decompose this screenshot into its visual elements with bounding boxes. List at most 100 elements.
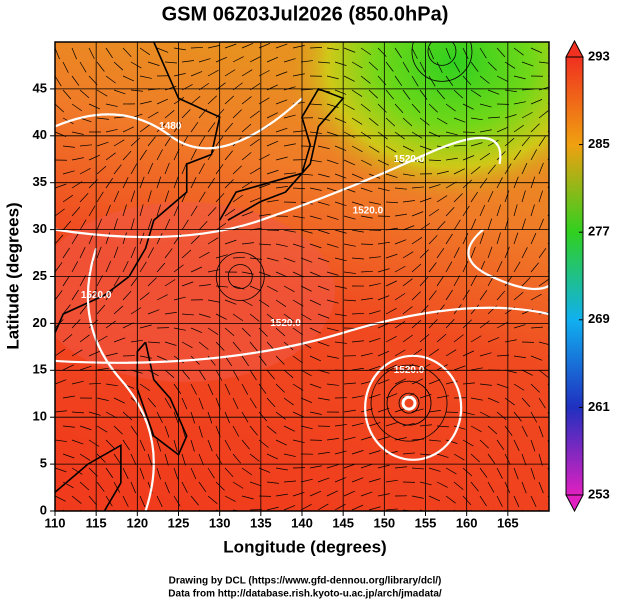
- streamline: [411, 319, 422, 329]
- streamline: [411, 291, 421, 301]
- streamline: [122, 47, 132, 57]
- streamline: [241, 211, 254, 217]
- streamline: [207, 69, 219, 77]
- streamline: [504, 339, 517, 343]
- streamline: [96, 481, 105, 492]
- streamline: [71, 47, 77, 60]
- streamline: [173, 47, 186, 51]
- streamline: [207, 299, 220, 303]
- streamline: [241, 69, 253, 77]
- streamline: [360, 491, 373, 497]
- streamline: [351, 229, 364, 233]
- streamline: [351, 61, 363, 69]
- streamline: [326, 271, 339, 276]
- streamline: [207, 45, 220, 49]
- streamline: [343, 299, 356, 302]
- streamline: [224, 495, 236, 502]
- typhoon-eye: [401, 395, 417, 411]
- streamline: [147, 61, 160, 66]
- streamline: [96, 425, 108, 433]
- streamline: [334, 229, 347, 234]
- streamline: [496, 126, 509, 133]
- y-tick-label: 35: [33, 174, 47, 189]
- streamline: [334, 503, 346, 511]
- x-tick-label: 125: [168, 515, 190, 530]
- streamline: [96, 191, 104, 203]
- streamline: [266, 506, 279, 511]
- streamline: [292, 187, 305, 190]
- streamline: [326, 47, 339, 51]
- streamline: [445, 495, 456, 504]
- streamline: [504, 425, 513, 436]
- streamline: [394, 466, 407, 469]
- streamline: [326, 243, 339, 248]
- streamline: [96, 61, 105, 72]
- streamline: [394, 103, 404, 114]
- streamline: [504, 246, 510, 259]
- streamline: [556, 163, 561, 174]
- streamline: [190, 495, 199, 506]
- streamline: [360, 187, 373, 193]
- streamline: [266, 425, 277, 434]
- streamline: [317, 145, 330, 150]
- streamline: [513, 204, 518, 217]
- streamline: [164, 279, 176, 287]
- streamline: [360, 75, 371, 84]
- streamline: [266, 169, 279, 175]
- streamline: [385, 201, 398, 204]
- streamline: [368, 145, 380, 153]
- streamline: [173, 327, 186, 331]
- streamline: [88, 47, 95, 59]
- streamline: [530, 232, 537, 245]
- streamline: [113, 397, 125, 404]
- streamline: [317, 285, 330, 291]
- streamline: [317, 477, 330, 483]
- streamline: [96, 246, 102, 259]
- streamline: [445, 261, 453, 273]
- streamline: [385, 173, 398, 178]
- streamline: [241, 242, 254, 245]
- streamline: [556, 191, 561, 202]
- streamline: [130, 163, 138, 175]
- streamline: [224, 150, 233, 161]
- streamline: [105, 47, 113, 59]
- streamline: [88, 495, 98, 506]
- streamline: [513, 101, 526, 105]
- streamline: [556, 136, 562, 146]
- streamline: [538, 397, 546, 409]
- streamline: [326, 464, 339, 469]
- streamline: [147, 369, 159, 377]
- streamline: [538, 248, 547, 259]
- streamline: [402, 334, 413, 343]
- streamline: [504, 276, 513, 287]
- streamline: [113, 61, 124, 71]
- streamline: [436, 453, 449, 458]
- vortex: [370, 364, 448, 442]
- streamline: [79, 219, 87, 231]
- streamline: [530, 495, 537, 507]
- streamline: [232, 256, 245, 259]
- streamline: [300, 285, 312, 292]
- streamline: [122, 126, 134, 133]
- streamline: [521, 425, 528, 437]
- streamline: [428, 159, 442, 161]
- streamline: [224, 299, 237, 305]
- streamline: [556, 250, 565, 258]
- streamline: [487, 89, 500, 95]
- streamline: [62, 247, 70, 259]
- streamline: [88, 350, 101, 357]
- streamline: [173, 97, 185, 105]
- streamline: [334, 89, 347, 95]
- streamline: [224, 208, 236, 217]
- streamline: [292, 355, 303, 364]
- streamline: [232, 453, 241, 464]
- streamline: [181, 249, 192, 259]
- streamline: [479, 439, 489, 449]
- streamline: [385, 61, 394, 72]
- streamline: [224, 95, 235, 105]
- streamline: [164, 61, 177, 64]
- contour: [55, 136, 502, 239]
- streamline: [326, 438, 339, 441]
- streamline: [283, 453, 296, 457]
- streamline: [470, 191, 478, 203]
